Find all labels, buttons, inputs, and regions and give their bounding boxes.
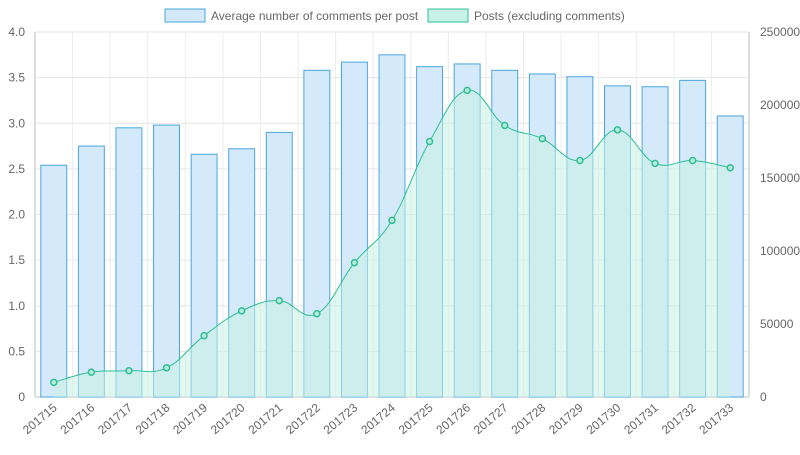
x-tick-label: 201729 xyxy=(546,400,586,437)
x-tick-label: 201724 xyxy=(358,400,398,437)
x-tick-label: 201716 xyxy=(58,400,98,437)
y-right-tick-label: 150000 xyxy=(760,171,800,185)
point-posts-201717 xyxy=(125,366,133,375)
x-tick-label: 201719 xyxy=(170,400,210,437)
point-posts-201721 xyxy=(275,296,284,305)
bar-comments-201716 xyxy=(77,145,105,398)
x-tick-label: 201727 xyxy=(471,400,511,437)
x-tick-label: 201720 xyxy=(208,400,248,437)
bar-comments-201718 xyxy=(153,124,180,398)
y-left-tick-label: 4.0 xyxy=(8,25,25,39)
x-tick-label: 201715 xyxy=(20,400,60,437)
area-posts-fill xyxy=(53,90,731,397)
point-posts-201726 xyxy=(463,86,471,95)
point-posts-201729 xyxy=(576,156,584,165)
point-posts-201730 xyxy=(613,126,622,134)
x-tick-label: 201728 xyxy=(509,400,549,437)
x-tick-label: 201717 xyxy=(95,400,135,437)
x-tick-label: 201722 xyxy=(283,400,323,437)
point-posts-201720 xyxy=(237,307,246,315)
y-left-tick-label: 0 xyxy=(18,390,25,404)
y-right-tick-label: 200000 xyxy=(760,98,800,112)
point-posts-201718 xyxy=(162,364,171,372)
x-tick-label: 201732 xyxy=(659,400,699,437)
point-posts-201716 xyxy=(87,368,96,376)
x-tick-label: 201731 xyxy=(621,400,661,437)
y-left-tick-label: 1.5 xyxy=(8,253,25,267)
x-tick-label: 201725 xyxy=(396,400,436,437)
point-posts-201732 xyxy=(688,156,697,165)
y-left-tick-label: 1.0 xyxy=(8,299,25,313)
point-posts-201725 xyxy=(425,137,434,146)
legend-item-posts-label: Posts (excluding comments) xyxy=(474,9,625,23)
y-right-tick-label: 50000 xyxy=(760,317,794,331)
point-posts-201722 xyxy=(313,310,321,318)
x-tick-label: 201730 xyxy=(584,400,624,437)
y-right-tick-label: 100000 xyxy=(760,244,800,258)
point-posts-201731 xyxy=(651,159,659,168)
legend: Average number of comments per post Posts… xyxy=(164,8,625,23)
point-posts-201715 xyxy=(50,378,58,387)
area-layer xyxy=(50,86,734,397)
point-posts-201719 xyxy=(200,331,208,340)
y-left-tick-label: 2.0 xyxy=(8,208,25,222)
y-right-tick-label: 250000 xyxy=(760,25,800,39)
y-left-tick-label: 3.0 xyxy=(8,116,25,130)
x-tick-label: 201718 xyxy=(133,400,173,437)
legend-item-comments-swatch xyxy=(164,8,206,23)
y-left-tick-label: 0.5 xyxy=(8,344,25,358)
legend-item-comments-label: Average number of comments per post xyxy=(211,9,419,23)
x-tick-label: 201723 xyxy=(321,400,361,437)
point-posts-201723 xyxy=(350,258,359,267)
y-left-tick-label: 3.5 xyxy=(8,71,25,85)
point-posts-201724 xyxy=(388,216,396,225)
y-left-tick-label: 2.5 xyxy=(8,162,25,176)
x-tick-label: 201733 xyxy=(696,400,736,437)
y-right-tick-label: 0 xyxy=(760,390,767,404)
bar-comments-201715 xyxy=(40,164,68,398)
legend-item-posts-swatch xyxy=(427,8,469,23)
bar-comments-201717 xyxy=(115,127,143,398)
point-posts-201727 xyxy=(500,121,509,130)
x-tick-label: 201721 xyxy=(246,400,286,437)
point-posts-201728 xyxy=(538,134,547,143)
x-tick-label: 201726 xyxy=(433,400,473,437)
point-posts-201733 xyxy=(726,164,734,172)
